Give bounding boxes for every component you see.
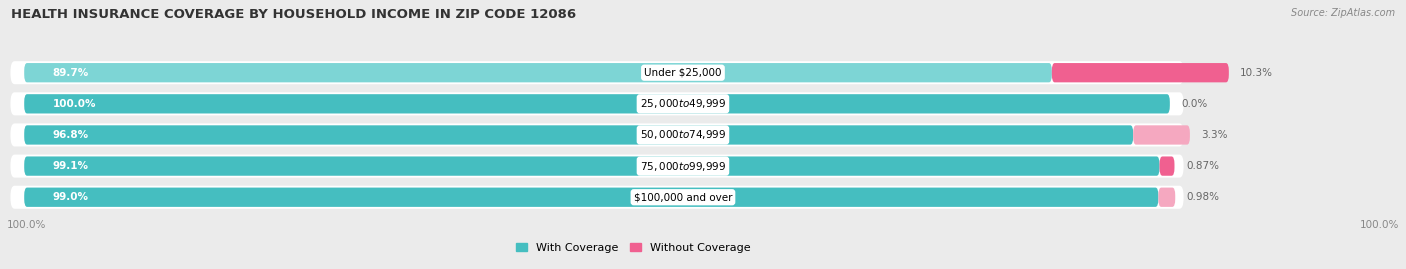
FancyBboxPatch shape — [10, 61, 1184, 84]
FancyBboxPatch shape — [1160, 157, 1174, 176]
Text: HEALTH INSURANCE COVERAGE BY HOUSEHOLD INCOME IN ZIP CODE 12086: HEALTH INSURANCE COVERAGE BY HOUSEHOLD I… — [11, 8, 576, 21]
Text: 89.7%: 89.7% — [53, 68, 89, 78]
Text: $50,000 to $74,999: $50,000 to $74,999 — [640, 129, 725, 141]
FancyBboxPatch shape — [1052, 63, 1229, 82]
FancyBboxPatch shape — [1159, 187, 1175, 207]
FancyBboxPatch shape — [1133, 125, 1189, 145]
FancyBboxPatch shape — [24, 157, 1160, 176]
FancyBboxPatch shape — [10, 186, 1184, 209]
Text: 100.0%: 100.0% — [7, 220, 46, 230]
Text: 100.0%: 100.0% — [53, 99, 97, 109]
Text: 0.87%: 0.87% — [1185, 161, 1219, 171]
Text: $75,000 to $99,999: $75,000 to $99,999 — [640, 160, 725, 173]
Text: 10.3%: 10.3% — [1240, 68, 1274, 78]
Text: $100,000 and over: $100,000 and over — [634, 192, 733, 202]
Text: 99.1%: 99.1% — [53, 161, 89, 171]
Text: Source: ZipAtlas.com: Source: ZipAtlas.com — [1291, 8, 1395, 18]
Text: 100.0%: 100.0% — [1360, 220, 1399, 230]
Text: Under $25,000: Under $25,000 — [644, 68, 721, 78]
Text: 96.8%: 96.8% — [53, 130, 89, 140]
FancyBboxPatch shape — [24, 187, 1159, 207]
Text: 3.3%: 3.3% — [1201, 130, 1227, 140]
FancyBboxPatch shape — [10, 123, 1184, 147]
FancyBboxPatch shape — [24, 125, 1133, 145]
Text: 99.0%: 99.0% — [53, 192, 89, 202]
FancyBboxPatch shape — [10, 155, 1184, 178]
Text: 0.98%: 0.98% — [1187, 192, 1219, 202]
Legend: With Coverage, Without Coverage: With Coverage, Without Coverage — [516, 243, 751, 253]
Text: $25,000 to $49,999: $25,000 to $49,999 — [640, 97, 725, 110]
Text: 0.0%: 0.0% — [1181, 99, 1208, 109]
FancyBboxPatch shape — [24, 94, 1170, 114]
FancyBboxPatch shape — [10, 92, 1184, 115]
FancyBboxPatch shape — [24, 63, 1052, 82]
